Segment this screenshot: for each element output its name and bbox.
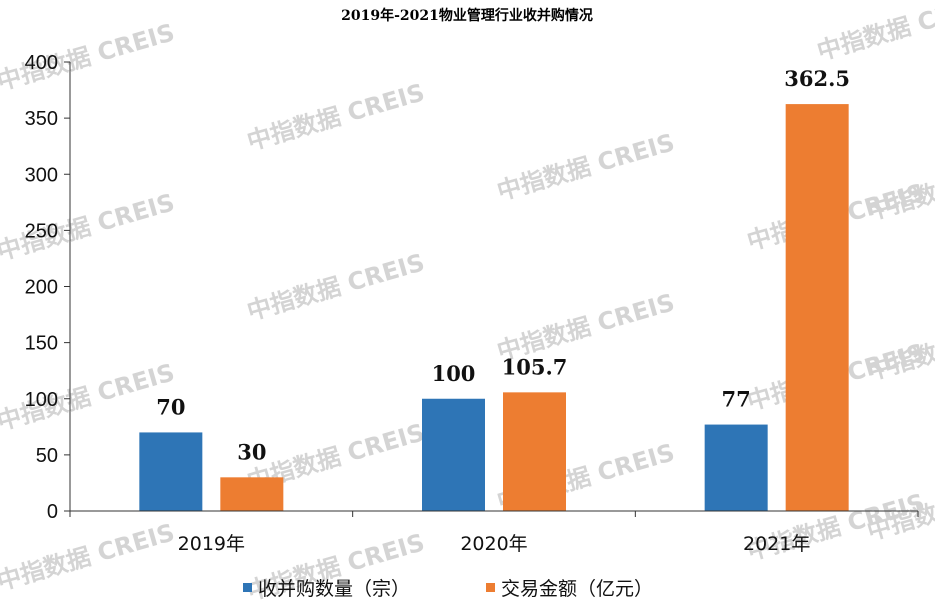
data-label: 105.7 (502, 354, 568, 379)
y-tick-label: 300 (25, 164, 58, 186)
data-labels: 70 30 100 105.7 77 362.5 (156, 66, 850, 464)
x-category-label: 2019年 (178, 533, 245, 555)
bar-count (704, 424, 768, 511)
watermark-text: 中指数据 CREIS (814, 0, 935, 66)
legend: 收并购数量（宗） 交易金额（亿元） (243, 578, 653, 600)
y-tick-label: 350 (25, 108, 58, 130)
bar-count (139, 432, 203, 511)
watermark-text: 中指数据 CREIS (244, 78, 428, 155)
bar-amount (503, 392, 566, 511)
x-category-label: 2020年 (460, 533, 527, 555)
watermark-text: 中指数据 CREIS (0, 518, 178, 595)
bar-amount (220, 477, 284, 511)
y-tick-label: 50 (36, 445, 58, 467)
legend-label: 收并购数量（宗） (258, 578, 410, 600)
x-axis: 2019年 2020年 2021年 (69, 510, 919, 555)
legend-label: 交易金额（亿元） (501, 578, 653, 600)
bars (139, 104, 849, 511)
chart-title: 2019年-2021物业管理行业收并购情况 (341, 7, 593, 24)
y-axis: 0 50 100 150 200 250 300 350 400 (25, 52, 71, 523)
bar-amount (785, 104, 849, 511)
y-tick-label: 150 (25, 333, 58, 355)
y-tick-label: 400 (25, 52, 58, 74)
watermark-text: 中指数据 CREIS (244, 248, 428, 325)
data-label: 100 (432, 361, 476, 386)
y-tick-label: 250 (25, 220, 58, 242)
legend-swatch (243, 583, 252, 592)
x-category-label: 2021年 (743, 533, 810, 555)
data-label: 362.5 (784, 66, 850, 91)
data-label: 77 (722, 387, 751, 412)
bar-count (422, 398, 485, 511)
y-tick-label: 100 (25, 389, 58, 411)
data-label: 70 (156, 394, 185, 419)
y-tick-label: 0 (47, 501, 58, 523)
y-tick-label: 200 (25, 277, 58, 299)
data-label: 30 (237, 439, 266, 464)
legend-swatch (486, 583, 495, 592)
watermark-text: 中指数据 CREIS (494, 128, 678, 205)
